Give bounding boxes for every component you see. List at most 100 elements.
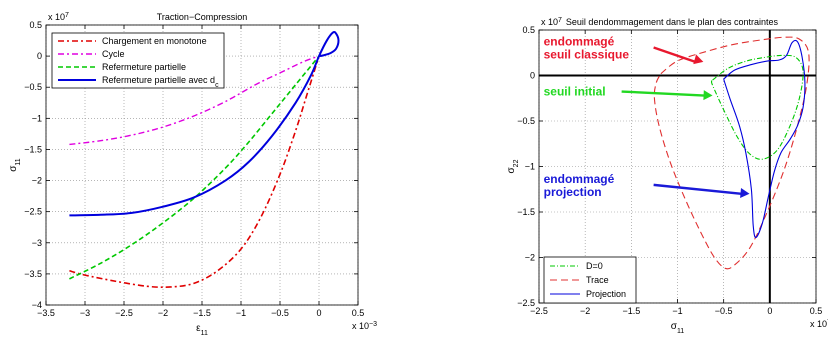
y-tick-label: 0 bbox=[37, 51, 42, 61]
damage-threshold-chart: −2.5 −2 −1.5 −1 −0.5 0 0.5 −2.5 −2 −1.5 −1 −0.5 0 0.5… bbox=[506, 17, 828, 335]
y-axis-label-main: σ bbox=[506, 166, 517, 173]
x-exponent-power: −3 bbox=[369, 321, 377, 328]
y-axis-label-sub: 22 bbox=[513, 159, 520, 167]
legend-label-1: Trace bbox=[586, 275, 609, 285]
y-axis-label: σ22 bbox=[506, 159, 520, 173]
legend-label-0-main: Chargement en monotone bbox=[102, 36, 207, 46]
annotation-text: seuil classique bbox=[544, 47, 630, 61]
y-tick-label: −2 bbox=[32, 176, 42, 186]
annotation-arrow-shaft bbox=[621, 90, 705, 97]
series-group bbox=[653, 36, 810, 270]
x-tick-label: −2 bbox=[580, 306, 590, 316]
legend-label-3-sub: c bbox=[215, 82, 219, 89]
x-exponent-main: x 10 bbox=[810, 319, 827, 329]
annotation-text: endommagé bbox=[544, 172, 615, 186]
y-axis-label-sub: 11 bbox=[15, 158, 22, 165]
x-axis-label-sub: 11 bbox=[677, 328, 684, 335]
x-tick-label: −1 bbox=[672, 306, 682, 316]
chart-title: Seuil dendommagement dans le plan des co… bbox=[566, 17, 779, 27]
y-exponent-main: x 10 bbox=[541, 17, 558, 27]
legend-label-0: D=0 bbox=[586, 261, 603, 271]
legend-label-2-main: Projection bbox=[586, 289, 626, 299]
series-line-1 bbox=[653, 36, 810, 270]
y-tick-label: −3 bbox=[32, 238, 42, 248]
x-tick-label: 0.5 bbox=[352, 308, 365, 318]
legend-label-3-main: Refermeture partielle avec d bbox=[102, 75, 215, 85]
x-exponent: x 10−3 bbox=[352, 321, 377, 332]
legend-label-2: Refermeture partielle bbox=[102, 62, 186, 72]
y-tick-label: 0 bbox=[530, 71, 535, 81]
annotation-arrow-head bbox=[703, 90, 713, 101]
y-tick-label: −2.5 bbox=[24, 207, 42, 217]
y-tick-label: −2.5 bbox=[517, 298, 535, 308]
chart-title: Traction−Compression bbox=[157, 12, 247, 22]
x-tick-label: −3 bbox=[80, 308, 90, 318]
x-tick-label: −2.5 bbox=[530, 306, 548, 316]
y-exponent-power: 7 bbox=[65, 12, 69, 19]
x-axis-label-sub: 11 bbox=[201, 330, 208, 337]
series-line-2 bbox=[723, 39, 806, 239]
annotation-arrow-head bbox=[693, 54, 704, 65]
legend: D=0 Trace Projection bbox=[543, 256, 637, 304]
series-line-1 bbox=[69, 55, 320, 146]
annotation-arrow-head bbox=[740, 187, 750, 198]
series-line-0 bbox=[69, 55, 320, 289]
legend-label-2-main: Refermeture partielle bbox=[102, 62, 186, 72]
legend-box bbox=[51, 32, 225, 89]
x-tick-label: −2 bbox=[158, 308, 168, 318]
legend-label-3: Refermeture partielle avec dc bbox=[102, 75, 219, 89]
legend-label-1: Cycle bbox=[102, 49, 125, 59]
y-exponent: x 107 bbox=[48, 12, 69, 23]
y-tick-label: −0.5 bbox=[517, 116, 535, 126]
x-tick-label: −1.5 bbox=[622, 306, 640, 316]
x-tick-label: −2.5 bbox=[115, 308, 133, 318]
series-line-2 bbox=[69, 55, 320, 280]
legend-box bbox=[543, 256, 637, 304]
annotation-arrow-shaft bbox=[653, 183, 742, 195]
y-tick-label: −3.5 bbox=[24, 269, 42, 279]
series-line-0 bbox=[710, 54, 804, 160]
x-tick-label: −1.5 bbox=[193, 308, 211, 318]
y-tick-label: −4 bbox=[32, 300, 42, 310]
series-line-3 bbox=[69, 30, 340, 217]
x-axis-label: σ11 bbox=[671, 321, 685, 335]
x-axis-label-main: ε bbox=[196, 323, 201, 334]
traction-compression-chart: −3.5 −3 −2.5 −2 −1.5 −1 −0.5 0 0.5−4−3.5−3−2.5−2… bbox=[8, 12, 377, 337]
annotation-text: seuil initial bbox=[544, 85, 606, 99]
x-tick-label: −3.5 bbox=[37, 308, 55, 318]
x-tick-label: −0.5 bbox=[271, 308, 289, 318]
plot-area: −2.5 −2 −1.5 −1 −0.5 0 0.5 −2.5 −2 −1.5 −1 −0.5 0 0.5… bbox=[506, 17, 828, 335]
x-axis-label-main: σ bbox=[671, 321, 678, 332]
annotation-arrow-shaft bbox=[653, 46, 696, 63]
y-tick-label: −1.5 bbox=[24, 144, 42, 154]
x-tick-label: 0 bbox=[316, 308, 321, 318]
x-exponent: x 107 bbox=[810, 319, 828, 330]
y-exponent: x 107 bbox=[541, 17, 562, 28]
y-axis-label: σ11 bbox=[8, 158, 22, 172]
y-tick-label: −1 bbox=[525, 162, 535, 172]
y-exponent-power: 7 bbox=[558, 17, 562, 24]
x-tick-label: −1 bbox=[236, 308, 246, 318]
legend-label-2: Projection bbox=[586, 289, 626, 299]
y-tick-label: −1.5 bbox=[517, 207, 535, 217]
x-tick-label: 0.5 bbox=[810, 306, 823, 316]
annotation-text: endommagé bbox=[544, 34, 615, 48]
y-axis-label-main: σ bbox=[8, 165, 19, 172]
legend-label-0: Chargement en monotone bbox=[102, 36, 207, 46]
legend-label-1-main: Cycle bbox=[102, 49, 125, 59]
x-exponent-main: x 10 bbox=[352, 321, 369, 331]
legend-label-1-main: Trace bbox=[586, 275, 609, 285]
y-exponent-main: x 10 bbox=[48, 12, 65, 22]
legend-label-0-main: D=0 bbox=[586, 261, 603, 271]
y-tick-label: −2 bbox=[525, 253, 535, 263]
annotation-1: seuil initial bbox=[544, 85, 713, 101]
y-tick-label: 0.5 bbox=[29, 20, 42, 30]
x-axis-label: ε11 bbox=[196, 323, 208, 337]
series-group bbox=[69, 30, 340, 289]
y-tick-label: −1 bbox=[32, 113, 42, 123]
legend: Chargement en monotone Cycle Refermeture p… bbox=[51, 32, 225, 89]
y-tick-label: −0.5 bbox=[24, 82, 42, 92]
